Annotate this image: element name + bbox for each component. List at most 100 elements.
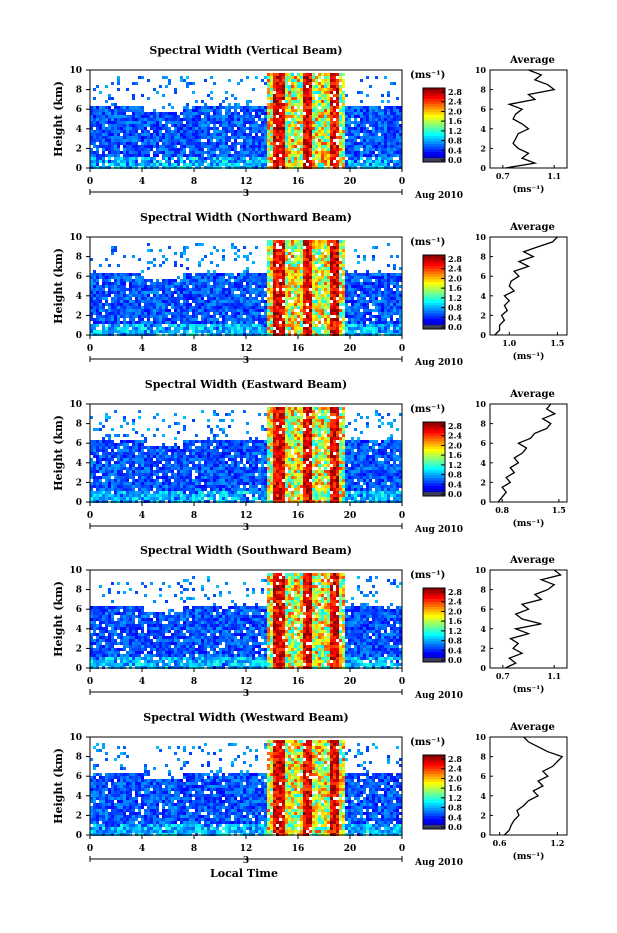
heatmap-cell — [360, 163, 363, 166]
heatmap-cell — [309, 127, 312, 130]
heatmap-cell — [327, 270, 330, 273]
heatmap-cell — [186, 318, 189, 321]
heatmap-cell — [156, 294, 159, 297]
heatmap-cell — [324, 297, 327, 300]
heatmap-cell — [360, 100, 363, 103]
heatmap-cell — [384, 139, 387, 142]
heatmap-cell — [294, 154, 297, 157]
heatmap-cell — [180, 309, 183, 312]
heatmap-cell — [321, 261, 324, 264]
heatmap-cell — [390, 106, 393, 109]
heatmap-cell — [180, 139, 183, 142]
heatmap-cell — [105, 121, 108, 124]
heatmap-cell — [219, 133, 222, 136]
heatmap-cell — [261, 321, 264, 324]
heatmap-cell — [390, 312, 393, 315]
heatmap-cell — [240, 300, 243, 303]
heatmap-cell — [93, 482, 96, 485]
heatmap-cell — [303, 279, 306, 282]
heatmap-cell — [138, 303, 141, 306]
heatmap-cell — [252, 142, 255, 145]
heatmap-cell — [309, 258, 312, 261]
heatmap-cell — [123, 130, 126, 133]
heatmap-cell — [297, 163, 300, 166]
heatmap-cell — [300, 151, 303, 154]
heatmap-cell — [270, 246, 273, 249]
heatmap-cell — [132, 115, 135, 118]
heatmap-cell — [195, 309, 198, 312]
heatmap-cell — [303, 285, 306, 288]
heatmap-cell — [96, 133, 99, 136]
heatmap-cell — [273, 300, 276, 303]
heatmap-cell — [252, 303, 255, 306]
heatmap-cell — [285, 151, 288, 154]
heatmap-cell — [366, 76, 369, 79]
heatmap-cell — [165, 321, 168, 324]
heatmap-cell — [135, 291, 138, 294]
heatmap-cell — [246, 118, 249, 121]
heatmap-cell — [228, 309, 231, 312]
heatmap-cell — [222, 303, 225, 306]
heatmap-cell — [348, 157, 351, 160]
heatmap-cell — [354, 163, 357, 166]
heatmap-cell — [159, 139, 162, 142]
heatmap-cell — [312, 312, 315, 315]
heatmap-cell — [318, 279, 321, 282]
heatmap-cell — [93, 318, 96, 321]
heatmap-cell — [225, 330, 228, 333]
heatmap-cell — [375, 318, 378, 321]
heatmap-cell — [393, 282, 396, 285]
heatmap-cell — [96, 279, 99, 282]
heatmap-cell — [339, 324, 342, 327]
heatmap-cell — [261, 160, 264, 163]
heatmap-cell — [231, 294, 234, 297]
heatmap-cell — [198, 118, 201, 121]
heatmap-cell — [279, 100, 282, 103]
heatmap-cell — [219, 151, 222, 154]
heatmap-cell — [372, 285, 375, 288]
heatmap-cell — [225, 145, 228, 148]
heatmap-cell — [96, 482, 99, 485]
heatmap-cell — [273, 97, 276, 100]
heatmap-cell — [198, 330, 201, 333]
heatmap-cell — [354, 312, 357, 315]
heatmap-cell — [195, 100, 198, 103]
heatmap-cell — [375, 279, 378, 282]
heatmap-cell — [99, 130, 102, 133]
heatmap-cell — [309, 279, 312, 282]
heatmap-cell — [150, 285, 153, 288]
average-y-tick-label: 6 — [480, 271, 486, 281]
heatmap-cell — [177, 115, 180, 118]
heatmap-cell — [300, 160, 303, 163]
heatmap-cell — [339, 85, 342, 88]
heatmap-cell — [105, 330, 108, 333]
heatmap-cell — [201, 273, 204, 276]
heatmap-cell — [120, 109, 123, 112]
heatmap-cell — [192, 324, 195, 327]
heatmap-cell — [108, 124, 111, 127]
heatmap-cell — [144, 324, 147, 327]
heatmap-cell — [138, 133, 141, 136]
heatmap-cell — [276, 160, 279, 163]
average-profile-line — [505, 70, 554, 168]
heatmap-cell — [201, 127, 204, 130]
heatmap-cell — [234, 163, 237, 166]
heatmap-cell — [174, 145, 177, 148]
heatmap-cell — [279, 133, 282, 136]
heatmap-cell — [381, 300, 384, 303]
heatmap-cell — [288, 279, 291, 282]
heatmap-cell — [144, 148, 147, 151]
heatmap-cell — [249, 276, 252, 279]
heatmap-cell — [273, 154, 276, 157]
heatmap-cell — [276, 97, 279, 100]
heatmap-cell — [213, 294, 216, 297]
heatmap-cell — [288, 243, 291, 246]
heatmap-cell — [336, 276, 339, 279]
heatmap-cell — [255, 288, 258, 291]
heatmap-cell — [243, 130, 246, 133]
heatmap-cell — [297, 154, 300, 157]
heatmap-cell — [369, 279, 372, 282]
heatmap-cell — [117, 279, 120, 282]
heatmap-cell — [279, 273, 282, 276]
heatmap-cell — [228, 163, 231, 166]
